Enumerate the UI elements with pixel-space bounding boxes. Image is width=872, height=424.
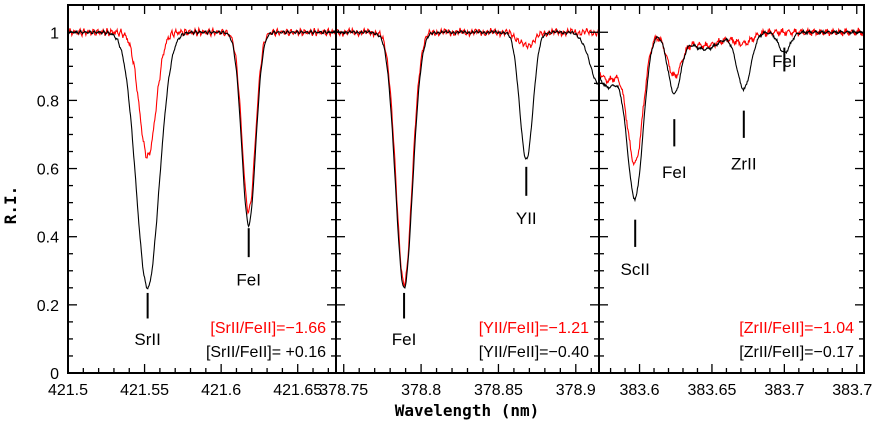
panels: 421.5 421.55 421.6 421.65 SrII FeI [SrII/FeII]… xyxy=(37,4,872,399)
abundance-red-annotation: [YII/FeII]=−1.21 xyxy=(479,320,589,337)
black-spectrum-line xyxy=(336,29,599,289)
x-tick-label: 378.85 xyxy=(474,382,523,399)
line-id-label: YII xyxy=(516,209,537,228)
line-id-label: ScII xyxy=(621,260,650,279)
x-tick-label: 383.7 xyxy=(764,382,804,399)
red-spectrum-line xyxy=(599,26,864,167)
y-tick-label: 0.8 xyxy=(37,93,59,110)
y-tick-label: 0.4 xyxy=(37,230,59,247)
y-tick-label: 0 xyxy=(50,366,59,383)
line-id-label: FeI xyxy=(662,163,687,182)
line-id-label: FeI xyxy=(392,330,417,349)
abundance-black-annotation: [ZrII/FeII]=−0.17 xyxy=(739,344,854,361)
x-tick-label: 421.65 xyxy=(273,382,322,399)
black-spectrum-line xyxy=(599,28,864,203)
abundance-red-annotation: [SrII/FeII]=−1.66 xyxy=(210,320,326,337)
line-id-label: ZrII xyxy=(731,154,757,173)
black-spectrum-line xyxy=(68,29,336,290)
x-axis-title: Wavelength (nm) xyxy=(395,401,540,420)
line-id-label: FeI xyxy=(772,52,797,71)
line-id-label: FeI xyxy=(236,270,261,289)
panel-2: 378.75 378.8 378.85 378.9 FeI YII [YII/FeII]=−… xyxy=(319,4,600,399)
panel-frame xyxy=(67,4,337,374)
x-tick-label: 421.5 xyxy=(48,382,88,399)
y-tick-label: 0.2 xyxy=(37,298,59,315)
y-axis-title: R.I. xyxy=(1,186,20,225)
panel-frame xyxy=(598,4,865,374)
line-id-label: SrII xyxy=(134,330,160,349)
y-tick-label: 1 xyxy=(50,25,59,42)
abundance-black-annotation: [YII/FeII]=−0.40 xyxy=(479,344,589,361)
red-spectrum-line xyxy=(336,26,599,289)
panel-3: 383.6 383.65 383.7 383.75 ScII FeI ZrII FeI [ZrI… xyxy=(598,4,872,399)
red-spectrum-line xyxy=(68,26,336,215)
x-tick-label: 383.6 xyxy=(620,382,660,399)
panel-1: 421.5 421.55 421.6 421.65 SrII FeI [SrII/FeII]… xyxy=(48,4,337,399)
x-tick-label: 383.75 xyxy=(832,382,872,399)
abundance-red-annotation: [ZrII/FeII]=−1.04 xyxy=(739,320,854,337)
x-tick-label: 378.75 xyxy=(319,382,368,399)
x-tick-label: 378.8 xyxy=(401,382,441,399)
x-tick-label: 421.55 xyxy=(120,382,169,399)
x-tick-label: 421.6 xyxy=(201,382,241,399)
abundance-black-annotation: [SrII/FeII]= +0.16 xyxy=(206,344,326,361)
x-tick-label: 383.65 xyxy=(687,382,736,399)
y-tick-label: 0.6 xyxy=(37,162,59,179)
x-tick-label: 378.9 xyxy=(556,382,596,399)
panel-frame xyxy=(335,4,600,374)
